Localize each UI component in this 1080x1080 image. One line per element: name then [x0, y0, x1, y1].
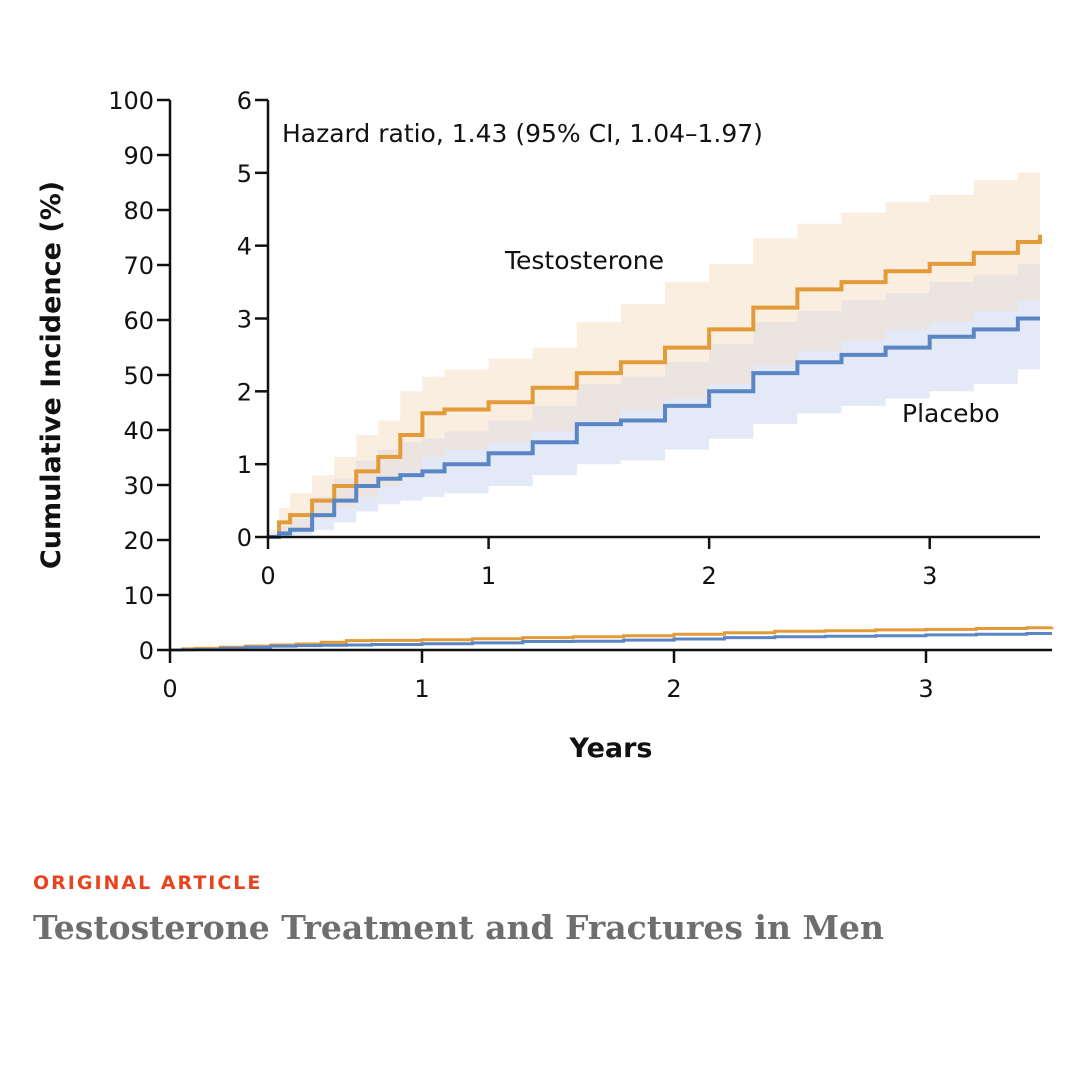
y-axis-title: Cumulative Incidence (%)	[36, 181, 67, 569]
article-kicker: ORIGINAL ARTICLE	[33, 872, 263, 894]
main-y-tick-label: 20	[123, 527, 154, 555]
main-y-tick-label: 90	[123, 142, 154, 170]
inset-line-testosterone	[268, 234, 1042, 539]
inset-y-tick-label: 1	[237, 451, 252, 479]
main-y-tick-label: 40	[123, 417, 154, 445]
inset-y-tick-label: 6	[237, 87, 252, 115]
main-y-tick-label: 60	[123, 307, 154, 335]
inset-x-tick-label: 3	[922, 562, 937, 590]
main-y-tick-label: 50	[123, 362, 154, 390]
inset-ci-overlap	[268, 260, 1040, 537]
main-x-ticks: 0 1 2 3	[162, 650, 934, 703]
main-y-ticks: 0 10 20 30 40 50 60 70 80 90 100	[108, 87, 170, 665]
main-y-tick-label: 80	[123, 197, 154, 225]
inset-plot: 0 1 2 3 4 5 6 0 1 2 3 Hazard ratio, 1.43 (95% CI,…	[237, 87, 1058, 590]
inset-ci-bands	[268, 169, 1040, 537]
inset-line-placebo	[268, 316, 1040, 539]
article-title[interactable]: Testosterone Treatment and Fractures in …	[33, 908, 884, 947]
inset-x-tick-label: 0	[260, 562, 275, 590]
main-x-tick-label: 3	[918, 675, 933, 703]
testosterone-label: Testosterone	[504, 246, 664, 275]
inset-y-tick-label: 4	[237, 233, 252, 261]
inset-y-tick-label: 3	[237, 306, 252, 334]
main-series-lines	[170, 626, 1054, 652]
x-axis-title: Years	[569, 733, 653, 764]
main-x-tick-label: 0	[162, 675, 177, 703]
main-y-tick-label: 30	[123, 472, 154, 500]
main-x-tick-label: 2	[666, 675, 681, 703]
main-x-tick-label: 1	[414, 675, 429, 703]
inset-x-tick-label: 1	[481, 562, 496, 590]
inset-series-lines	[268, 234, 1042, 539]
inset-y-tick-label: 0	[237, 524, 252, 552]
inset-x-ticks: 0 1 2 3	[260, 537, 937, 590]
inset-y-tick-label: 2	[237, 378, 252, 406]
inset-y-ticks: 0 1 2 3 4 5 6	[237, 87, 268, 552]
placebo-label: Placebo	[902, 399, 1000, 428]
hazard-ratio-annotation: Hazard ratio, 1.43 (95% CI, 1.04–1.97)	[282, 119, 763, 148]
inset-y-tick-label: 5	[237, 160, 252, 188]
main-y-tick-label: 100	[108, 87, 154, 115]
inset-x-tick-label: 2	[702, 562, 717, 590]
main-y-tick-label: 10	[123, 582, 154, 610]
main-y-tick-label: 0	[139, 637, 154, 665]
main-line-placebo	[170, 632, 1052, 652]
main-y-tick-label: 70	[123, 252, 154, 280]
